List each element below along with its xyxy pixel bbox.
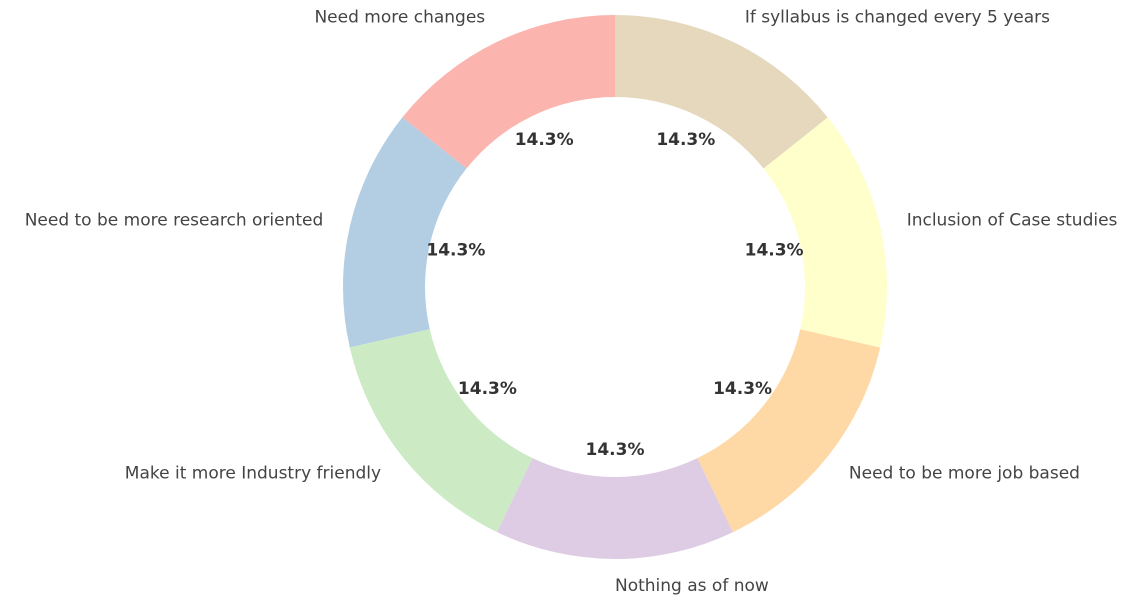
slice-label: Make it more Industry friendly — [125, 464, 381, 484]
slice-label: Inclusion of Case studies — [907, 210, 1118, 230]
percent-label: 14.3% — [586, 440, 645, 460]
donut-slice — [615, 15, 828, 169]
donut-slice — [349, 329, 533, 533]
percent-label: 14.3% — [426, 241, 485, 261]
donut-slice — [763, 117, 888, 348]
slice-label: Nothing as of now — [615, 576, 769, 596]
percent-label: 14.3% — [745, 241, 804, 261]
slice-label: Need to be more research oriented — [25, 210, 324, 230]
slice-label: If syllabus is changed every 5 years — [745, 7, 1050, 27]
slice-label: Need more changes — [314, 7, 485, 27]
percent-label: 14.3% — [515, 130, 574, 150]
slice-label: Need to be more job based — [849, 464, 1080, 484]
percent-label: 14.3% — [656, 130, 715, 150]
percent-label: 14.3% — [458, 379, 517, 399]
donut-slice — [402, 15, 615, 169]
donut-slice — [343, 117, 467, 348]
donut-slice — [697, 329, 881, 533]
donut-slice — [496, 458, 734, 559]
percent-label: 14.3% — [713, 379, 772, 399]
